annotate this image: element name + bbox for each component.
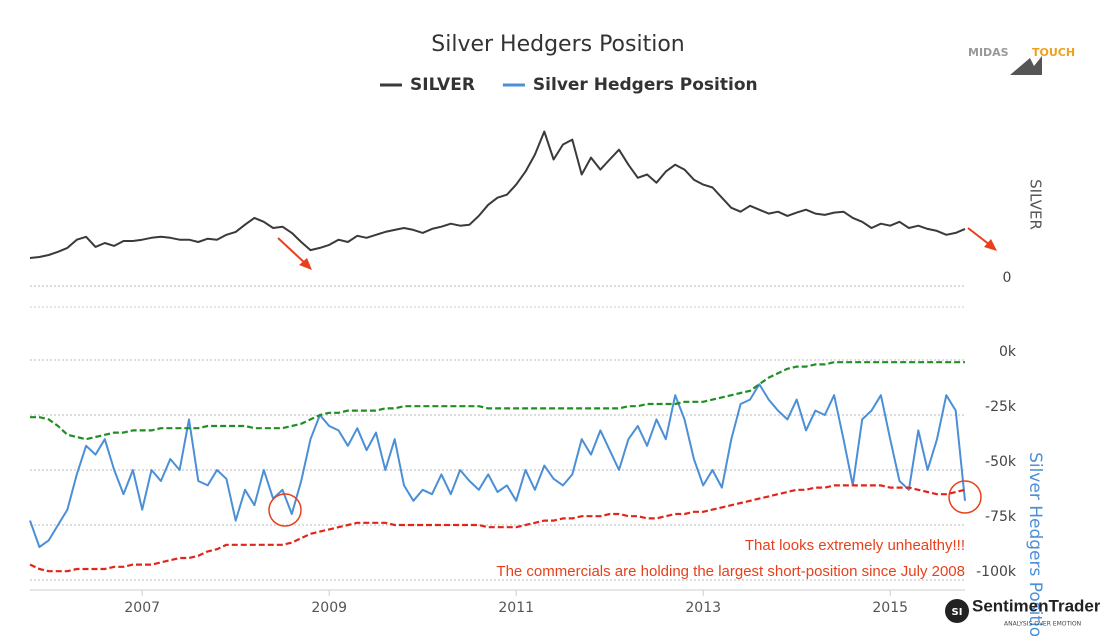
annotation: The commercials are holding the largest …	[496, 563, 965, 580]
legend-label: Silver Hedgers Position	[533, 75, 758, 95]
x-tick-label: 2015	[872, 600, 908, 616]
logo-midas: MIDAS TOUCH	[968, 46, 1075, 75]
logo-text: SentimenTrader	[972, 596, 1100, 615]
y-tick-label: -100k	[976, 564, 1017, 580]
threshold-line	[29, 484, 966, 573]
logo-text: MIDAS	[968, 46, 1009, 59]
logo-text: TOUCH	[1032, 46, 1075, 59]
logo-icon-text: SI	[952, 607, 963, 618]
y-axis-title: SILVER	[1027, 179, 1045, 230]
highlight-circle	[948, 480, 982, 514]
x-tick-label: 2009	[311, 600, 347, 616]
x-tick-label: 2013	[685, 600, 721, 616]
series-line	[29, 130, 966, 259]
arrow-head	[984, 239, 997, 251]
series-line	[29, 383, 966, 548]
annotation: That looks extremely unhealthy!!!	[745, 537, 965, 554]
x-tick-label: 2007	[124, 600, 160, 616]
logo-tagline: ANALYSIS OVER EMOTION	[1004, 621, 1081, 628]
logo-icon	[945, 599, 969, 623]
y-tick-label: 0	[1003, 270, 1012, 286]
threshold-line	[30, 361, 965, 441]
highlight-circle	[268, 493, 302, 527]
logo-sentimentrader: SI SentimenTrader ANALYSIS OVER EMOTION	[945, 596, 1100, 628]
arrow	[967, 227, 991, 246]
y-tick-label: -75k	[985, 509, 1017, 525]
y-tick-label: -50k	[985, 454, 1017, 470]
chart-title: Silver Hedgers Position	[431, 32, 684, 57]
x-tick-label: 2011	[498, 600, 534, 616]
logo-shape	[1010, 56, 1042, 75]
legend-label: SILVER	[410, 75, 475, 95]
y-tick-label: -25k	[985, 399, 1017, 415]
y-axis-title: Silver Hedgers Position	[1025, 452, 1045, 636]
arrow-head	[299, 258, 312, 270]
y-tick-label: 0k	[999, 344, 1017, 360]
arrow	[277, 237, 307, 265]
